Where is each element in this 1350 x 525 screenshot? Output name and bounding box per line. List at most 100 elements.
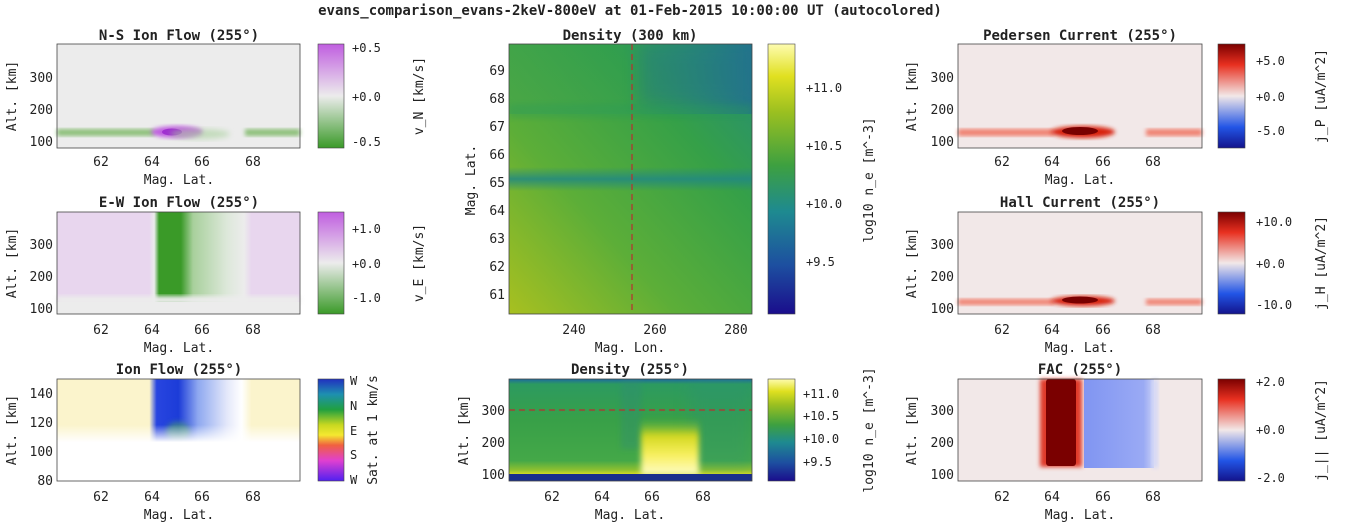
panel-title: Density (255°) (571, 362, 689, 378)
x-tick-label: 68 (245, 155, 261, 170)
y-tick-label: 200 (931, 436, 954, 451)
colorbar-tick: +10.0 (1256, 215, 1292, 229)
x-axis-label: Mag. Lon. (595, 341, 665, 356)
y-tick-label: 300 (931, 238, 954, 253)
hall-band-right (1146, 299, 1202, 305)
colorbar-tick: +10.5 (803, 409, 839, 423)
y-tick-labels: 100 200 300 (30, 71, 53, 150)
colorbar-tick: +11.0 (806, 81, 842, 95)
colorbar-tick: +9.5 (803, 455, 832, 469)
y-tick-label: 120 (30, 416, 53, 431)
y-tick-label: 300 (30, 71, 53, 86)
colorbar-label: j_H [uA/m^2] (1314, 216, 1329, 310)
y-tick-labels: 80 100 120 140 (30, 387, 53, 489)
ns-flow-green-band-left (57, 129, 155, 136)
ns-flow-green-band-right (245, 129, 300, 136)
colorbar-tick: +0.5 (352, 41, 381, 55)
y-tick-labels: 100 200 300 (482, 404, 505, 483)
y-tick-label: 200 (482, 436, 505, 451)
colorbar-tick: +0.0 (1256, 257, 1285, 271)
y-axis-label: Alt. [km] (457, 395, 472, 465)
panel-title: FAC (255°) (1038, 362, 1122, 378)
pedersen-band-left (958, 129, 1054, 136)
y-tick-label: 66 (489, 148, 505, 163)
y-tick-label: 140 (30, 387, 53, 402)
y-tick-label: 300 (931, 404, 954, 419)
y-tick-label: 200 (931, 270, 954, 285)
x-tick-labels: 62 64 66 68 (994, 155, 1161, 170)
colorbar-label: j_P [uA/m^2] (1314, 49, 1329, 143)
x-axis-label: Mag. Lat. (1045, 508, 1115, 523)
x-tick-label: 66 (194, 155, 210, 170)
y-tick-label: 64 (489, 204, 505, 219)
x-tick-label: 68 (245, 490, 261, 505)
y-axis-label: Alt. [km] (905, 61, 920, 131)
x-tick-label: 64 (1044, 490, 1060, 505)
y-tick-label: 100 (30, 302, 53, 317)
colorbar-tick: -0.5 (352, 135, 381, 149)
panel-density-255: Density (255°) 62 64 66 68 100 200 300 M… (457, 362, 877, 523)
x-axis-label: Mag. Lat. (144, 341, 214, 356)
y-tick-labels: 100 200 300 (931, 71, 954, 150)
x-tick-label: 240 (562, 323, 585, 338)
density-255-precipitation-region (641, 419, 699, 475)
colorbar-label: Sat. at 1 km/s (366, 375, 381, 485)
fac-downward-current (1084, 379, 1154, 468)
colorbar-tick: +10.0 (803, 432, 839, 446)
y-tick-label: 67 (489, 120, 505, 135)
x-tick-label: 64 (144, 155, 160, 170)
x-tick-label: 68 (1145, 155, 1161, 170)
y-axis-label: Mag. Lat. (464, 145, 479, 215)
colorbar-tick: W (350, 374, 358, 388)
colorbar-tick: +10.0 (806, 197, 842, 211)
x-tick-label: 64 (144, 323, 160, 338)
colorbar-tick: -10.0 (1256, 298, 1292, 312)
x-tick-label: 64 (594, 490, 610, 505)
panel-title: Hall Current (255°) (1000, 195, 1160, 211)
x-axis-label: Mag. Lat. (144, 508, 214, 523)
colorbar (1217, 211, 1246, 315)
x-tick-labels: 62 64 66 68 (93, 323, 261, 338)
panel-title: N-S Ion Flow (255°) (99, 28, 259, 44)
x-tick-label: 280 (724, 323, 747, 338)
x-tick-labels: 62 64 66 68 (544, 490, 711, 505)
y-tick-label: 61 (489, 288, 505, 303)
x-tick-labels: 62 64 66 68 (93, 490, 261, 505)
x-tick-label: 260 (643, 323, 666, 338)
panel-pedersen-current: Pedersen Current (255°) 62 64 66 68 100 … (905, 28, 1329, 188)
y-axis-label: Alt. [km] (5, 228, 20, 298)
y-tick-label: 80 (37, 474, 53, 489)
colorbar-tick: -2.0 (1256, 471, 1285, 485)
pedersen-band-right (1146, 129, 1202, 136)
y-tick-labels: 100 200 300 (931, 238, 954, 317)
fac-upward-current (1046, 379, 1076, 466)
y-tick-label: 100 (482, 468, 505, 483)
colorbar-tick: E (350, 424, 357, 438)
colorbar-tick: +5.0 (1256, 54, 1285, 68)
hall-band-left (958, 299, 1054, 305)
y-tick-labels: 61 62 63 64 65 66 67 68 69 (489, 64, 505, 303)
panel-ew-ion-flow: E-W Ion Flow (255°) 62 64 66 68 100 200 … (5, 195, 427, 356)
colorbar-label: log10 n_e [m^-3] (862, 117, 877, 242)
y-tick-label: 300 (30, 238, 53, 253)
panel-fac: FAC (255°) 62 64 66 68 100 200 300 Mag. … (905, 362, 1329, 523)
y-tick-label: 63 (489, 232, 505, 247)
colorbar-tick: +2.0 (1256, 375, 1285, 389)
x-tick-label: 68 (1145, 323, 1161, 338)
y-tick-label: 200 (30, 103, 53, 118)
colorbar (1217, 43, 1246, 149)
y-tick-label: 69 (489, 64, 505, 79)
x-tick-label: 62 (93, 155, 109, 170)
colorbar-tick: +1.0 (352, 222, 381, 236)
y-tick-label: 200 (931, 103, 954, 118)
y-tick-label: 100 (30, 135, 53, 150)
colorbar-tick: +0.0 (352, 257, 381, 271)
x-tick-label: 66 (194, 323, 210, 338)
panel-title: E-W Ion Flow (255°) (99, 195, 259, 211)
x-axis-label: Mag. Lat. (1045, 341, 1115, 356)
y-axis-label: Alt. [km] (5, 395, 20, 465)
y-tick-label: 200 (30, 270, 53, 285)
panel-ns-ion-flow: N-S Ion Flow (255°) 62 64 66 68 100 200 … (5, 28, 427, 188)
x-tick-label: 62 (93, 490, 109, 505)
colorbar-tick: W (350, 473, 358, 487)
